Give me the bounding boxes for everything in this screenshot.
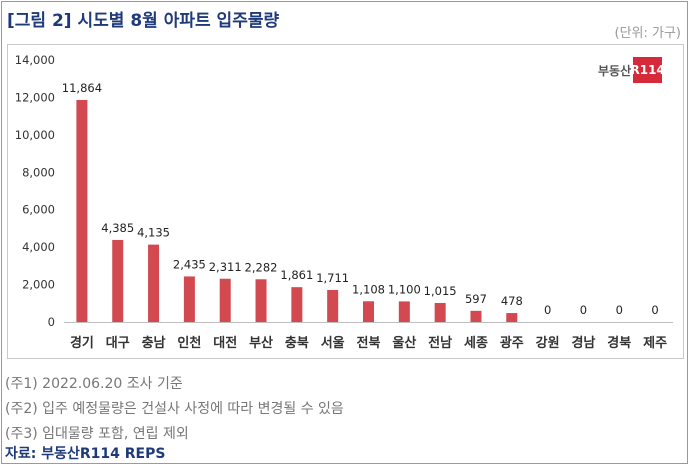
y-tick-label: 2,000 — [22, 278, 55, 292]
x-tick-label: 충북 — [285, 335, 309, 351]
x-tick-label: 세종 — [464, 336, 488, 351]
y-tick-label: 8,000 — [22, 165, 55, 179]
source-label: 자료: 부동산R114 REPS — [5, 446, 166, 462]
data-label: 478 — [501, 294, 523, 308]
data-label: 0 — [651, 303, 658, 317]
notes: (주1) 2022.06.20 조사 기준 (주2) 입주 예정물량은 건설사 … — [5, 372, 344, 447]
data-label: 0 — [580, 303, 587, 317]
y-tick-label: 6,000 — [22, 203, 55, 217]
data-label: 4,135 — [137, 226, 170, 240]
x-tick-label: 강원 — [536, 335, 560, 351]
x-tick-label: 인천 — [177, 335, 201, 351]
x-tick-label: 부산 — [249, 335, 273, 351]
bar — [470, 310, 482, 322]
x-tick-label: 경북 — [607, 335, 631, 351]
bar — [148, 244, 160, 322]
data-label: 1,015 — [424, 284, 457, 298]
chart-title: [그림 2] 시도별 8월 아파트 입주물량 — [7, 11, 280, 31]
note-1: (주1) 2022.06.20 조사 기준 — [5, 376, 183, 392]
logo-box: R114 — [630, 57, 665, 83]
x-tick-label: 울산 — [392, 335, 416, 351]
bar — [327, 289, 339, 322]
x-tick-label: 경기 — [70, 335, 94, 351]
bar — [398, 301, 410, 322]
x-tick-label: 전남 — [428, 335, 452, 351]
data-label: 1,108 — [352, 282, 385, 296]
bar — [506, 313, 518, 322]
note-3: (주3) 임대물량 포함, 연립 제외 — [5, 426, 189, 442]
bar — [76, 99, 88, 322]
x-tick-label: 제주 — [643, 336, 667, 351]
data-label: 1,861 — [280, 268, 313, 282]
y-tick-label: 12,000 — [15, 90, 55, 104]
data-label: 2,311 — [209, 260, 242, 274]
data-label: 1,711 — [316, 271, 349, 285]
data-label: 1,100 — [388, 282, 421, 296]
data-label: 597 — [465, 292, 487, 306]
x-tick-label: 광주 — [500, 336, 524, 351]
data-label: 0 — [544, 303, 551, 317]
x-tick-label: 대구 — [106, 336, 130, 351]
bar — [219, 278, 231, 322]
plot-area-border — [7, 44, 684, 359]
x-tick-label: 대전 — [213, 335, 237, 351]
unit-label: (단위: 가구) — [614, 26, 682, 41]
bar — [291, 287, 303, 322]
y-tick-label: 4,000 — [22, 240, 55, 254]
x-tick-label: 서울 — [321, 335, 345, 351]
bar — [434, 303, 446, 322]
data-label: 0 — [616, 303, 623, 317]
logo-text: 부동산 — [598, 63, 632, 78]
bar — [363, 301, 374, 322]
note-2: (주2) 입주 예정물량은 건설사 사정에 따라 변경될 수 있음 — [5, 401, 344, 417]
data-label: 4,385 — [101, 221, 134, 235]
bar — [112, 239, 124, 322]
x-tick-label: 충남 — [142, 335, 166, 351]
y-tick-label: 0 — [48, 315, 55, 329]
x-tick-label: 전북 — [357, 335, 381, 351]
bar — [255, 279, 267, 322]
bar — [183, 276, 195, 322]
y-tick-label: 14,000 — [15, 53, 55, 67]
data-label: 2,282 — [245, 260, 278, 274]
data-label: 2,435 — [173, 257, 206, 271]
brand-logo: 부동산 R114 — [598, 57, 665, 83]
x-tick-label: 경남 — [571, 335, 595, 351]
y-tick-label: 10,000 — [15, 128, 55, 142]
data-label: 11,864 — [62, 81, 102, 95]
